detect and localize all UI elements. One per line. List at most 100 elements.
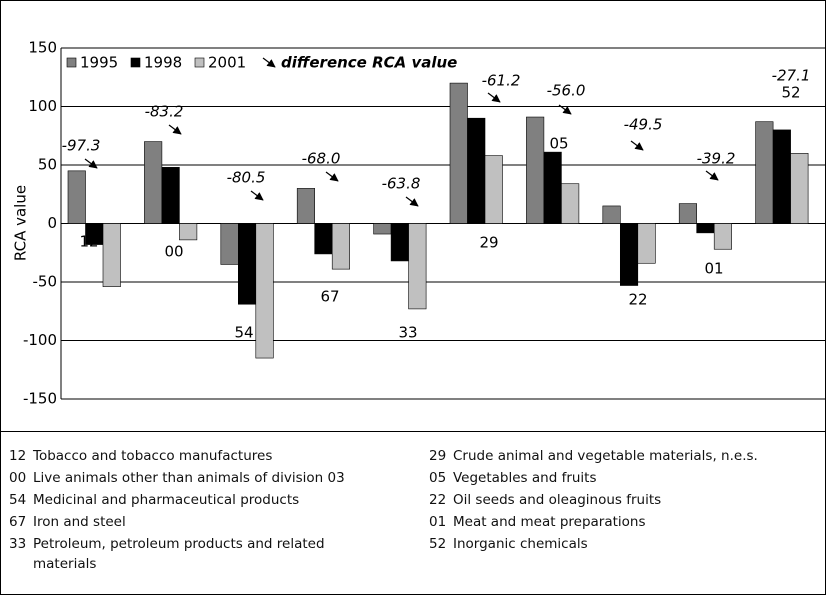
- difference-label: -49.5: [624, 116, 663, 134]
- list-code: 00: [9, 470, 27, 486]
- bar: [144, 141, 163, 224]
- bar: [296, 188, 316, 224]
- list-code: 22: [429, 492, 447, 508]
- difference-label: -27.1: [772, 67, 811, 85]
- bar: [314, 223, 333, 255]
- y-tick-label: -150: [23, 390, 57, 408]
- bar: [220, 223, 239, 265]
- difference-arrow: [487, 92, 501, 103]
- bar: [331, 223, 351, 270]
- legend-label: 1995: [80, 54, 118, 72]
- bar: [526, 116, 545, 224]
- bar: [408, 223, 427, 310]
- difference-arrow: [630, 140, 644, 151]
- list-description: Medicinal and pharmaceutical products: [33, 492, 300, 508]
- legend-arrow: [262, 57, 276, 68]
- list-code: 12: [9, 448, 27, 464]
- bar: [67, 170, 86, 224]
- category-code: 67: [320, 288, 339, 306]
- bar: [713, 223, 733, 250]
- difference-arrow: [84, 158, 98, 169]
- bar: [179, 223, 198, 241]
- bar: [484, 155, 503, 224]
- category-code: 54: [234, 324, 253, 342]
- bar: [678, 203, 698, 224]
- list-code: 01: [429, 514, 447, 530]
- list-item: 05 Vegetables and fruits: [421, 467, 825, 489]
- bar: [772, 129, 791, 224]
- y-tick-label: -50: [33, 273, 58, 291]
- list-description: Petroleum, petroleum products and relate…: [33, 536, 325, 572]
- category-code: 22: [628, 291, 647, 309]
- difference-label: -61.2: [482, 72, 521, 90]
- category-code: 01: [704, 260, 723, 278]
- bar: [790, 153, 809, 224]
- list-column: 29 Crude animal and vegetable materials, …: [421, 445, 825, 555]
- difference-arrow: [558, 104, 572, 115]
- legend-label: 2001: [208, 54, 246, 72]
- difference-arrow: [405, 196, 419, 207]
- list-description: Inorganic chemicals: [453, 536, 588, 552]
- list-description: Tobacco and tobacco manufactures: [33, 448, 273, 464]
- list-item: 12 Tobacco and tobacco manufactures: [1, 445, 411, 467]
- bar: [619, 223, 639, 286]
- list-item: 01 Meat and meat preparations: [421, 511, 825, 533]
- difference-label: -56.0: [547, 82, 586, 100]
- list-description: Crude animal and vegetable materials, n.…: [453, 448, 758, 464]
- y-tick-label: 100: [28, 97, 57, 115]
- legend-label: 1998: [144, 54, 182, 72]
- list-code: 33: [9, 536, 27, 552]
- bar: [449, 82, 468, 224]
- bar: [696, 223, 715, 234]
- list-item: 67 Iron and steel: [1, 511, 411, 533]
- chart: RCA value -150-100-5005010015012-97.300-…: [12, 39, 825, 408]
- list-item: 29 Crude animal and vegetable materials, …: [421, 445, 825, 467]
- legend-swatch: [66, 57, 77, 68]
- list-item: 00 Live animals other than animals of div…: [1, 467, 411, 489]
- difference-label: -68.0: [302, 150, 341, 168]
- list-code: 54: [9, 492, 27, 508]
- difference-arrow: [168, 124, 182, 135]
- y-axis-label: RCA value: [12, 185, 30, 261]
- list-code: 29: [429, 448, 447, 464]
- y-tick-label: 50: [38, 156, 57, 174]
- legend-swatch: [194, 57, 205, 68]
- bar: [467, 117, 486, 224]
- difference-label: -97.3: [62, 137, 101, 155]
- category-code: 33: [398, 324, 417, 342]
- bar: [161, 167, 180, 224]
- bar: [543, 151, 562, 224]
- difference-arrow: [250, 190, 264, 201]
- bar: [755, 121, 774, 224]
- category-code: 05: [549, 135, 568, 153]
- list-description: Vegetables and fruits: [453, 470, 597, 486]
- bar: [238, 223, 257, 305]
- bar: [373, 223, 392, 235]
- list-item: 22 Oil seeds and oleaginous fruits: [421, 489, 825, 511]
- list-code: 52: [429, 536, 447, 552]
- bar: [102, 223, 121, 287]
- list-description: Live animals other than animals of divis…: [33, 470, 345, 486]
- list-item: 52 Inorganic chemicals: [421, 533, 825, 555]
- category-list: 12 Tobacco and tobacco manufactures 00 Live…: [1, 431, 825, 572]
- list-column: 12 Tobacco and tobacco manufactures 00 Live…: [1, 445, 411, 574]
- difference-label: -80.5: [227, 169, 266, 187]
- list-item: 54 Medicinal and pharmaceutical products: [1, 489, 411, 511]
- list-item: 33 Petroleum, petroleum products and rela…: [1, 533, 411, 574]
- list-description: Oil seeds and oleaginous fruits: [453, 492, 662, 508]
- difference-label: -39.2: [697, 150, 736, 168]
- bar: [561, 183, 580, 224]
- legend-swatch: [130, 57, 141, 68]
- difference-arrow: [705, 170, 719, 181]
- bar: [602, 205, 621, 224]
- category-code: 12: [79, 233, 98, 251]
- list-description: Iron and steel: [33, 514, 126, 530]
- y-tick-label: 0: [47, 214, 57, 232]
- bar: [390, 223, 409, 262]
- legend-label: difference RCA value: [281, 54, 457, 72]
- list-code: 05: [429, 470, 447, 486]
- difference-label: -83.2: [145, 103, 184, 121]
- category-code: 00: [164, 243, 183, 261]
- list-code: 67: [9, 514, 27, 530]
